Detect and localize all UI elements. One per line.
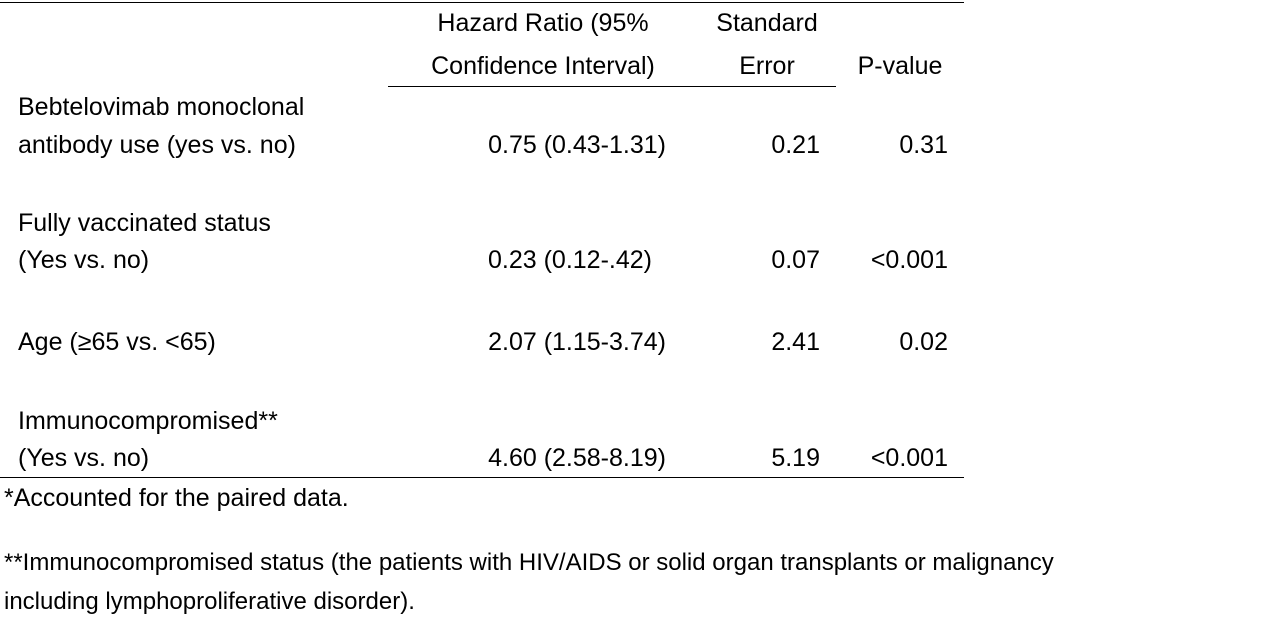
- row-hazard-ratio: 4.60 (2.58-8.19): [488, 444, 666, 472]
- row-hazard-ratio: 0.75 (0.43-1.31): [488, 131, 666, 159]
- footnote-immunocompromised-line2: including lymphoproliferative disorder).: [4, 588, 415, 615]
- row-standard-error: 2.41: [771, 328, 820, 356]
- row-label-line2: (Yes vs. no): [18, 444, 150, 472]
- header-hazard-ratio-line1: Hazard Ratio (95%: [437, 9, 649, 37]
- table-bottom-border: [0, 477, 964, 478]
- header-underline: [388, 86, 836, 87]
- header-standard-error-line1: Standard: [716, 9, 818, 37]
- row-p-value: <0.001: [870, 444, 948, 472]
- row-p-value: 0.31: [899, 131, 948, 159]
- row-label-line1: Age (≥65 vs. <65): [18, 328, 216, 356]
- header-standard-error-line2: Error: [739, 52, 795, 80]
- header-p-value: P-value: [857, 52, 943, 80]
- footnote-paired-data: *Accounted for the paired data.: [4, 484, 349, 512]
- row-hazard-ratio: 0.23 (0.12-.42): [488, 246, 652, 274]
- row-standard-error: 5.19: [771, 444, 820, 472]
- row-label-line1: Fully vaccinated status: [18, 209, 271, 237]
- footnote-immunocompromised-line1: **Immunocompromised status (the patients…: [4, 549, 1054, 576]
- row-label-line2: antibody use (yes vs. no): [18, 131, 296, 159]
- row-p-value: <0.001: [870, 246, 948, 274]
- row-p-value: 0.02: [899, 328, 948, 356]
- header-hazard-ratio-line2: Confidence Interval): [431, 52, 655, 80]
- row-label-line2: (Yes vs. no): [18, 246, 150, 274]
- row-label-line1: Immunocompromised**: [18, 407, 278, 435]
- row-label-line1: Bebtelovimab monoclonal: [18, 93, 305, 121]
- row-standard-error: 0.07: [771, 246, 820, 274]
- row-standard-error: 0.21: [771, 131, 820, 159]
- row-hazard-ratio: 2.07 (1.15-3.74): [488, 328, 666, 356]
- table-top-border: [0, 2, 964, 3]
